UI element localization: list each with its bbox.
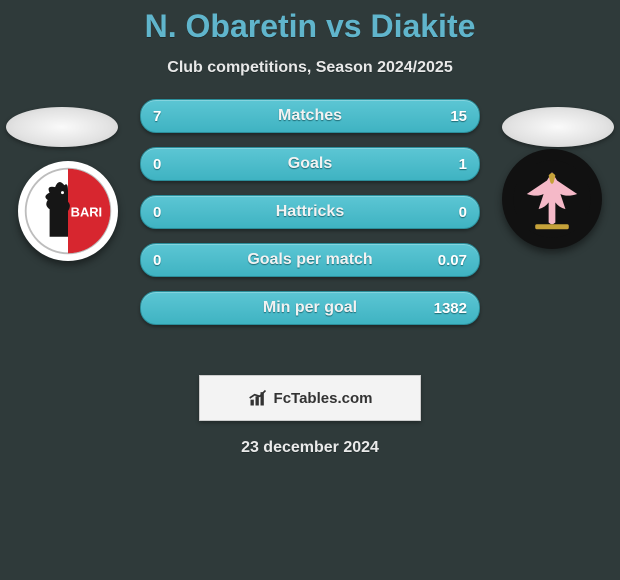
page-title: N. Obaretin vs Diakite xyxy=(0,0,620,45)
stat-left-value: 0 xyxy=(153,156,161,173)
source-footer: FcTables.com xyxy=(199,375,421,421)
comparison-stage: BARI 7 Matches 15 0 Goals 1 0 Hattricks … xyxy=(0,99,620,349)
stat-left-value: 0 xyxy=(153,204,161,221)
stat-label: Goals per match xyxy=(247,251,372,269)
stat-right-value: 15 xyxy=(450,108,467,125)
bari-crest-label: BARI xyxy=(71,205,102,220)
stat-right-value: 0.07 xyxy=(438,252,467,269)
stat-right-value: 0 xyxy=(459,204,467,221)
stat-row-goals-per-match: 0 Goals per match 0.07 xyxy=(140,243,480,277)
stat-label: Min per goal xyxy=(263,299,357,317)
stat-right-value: 1 xyxy=(459,156,467,173)
stat-row-min-per-goal: Min per goal 1382 xyxy=(140,291,480,325)
stat-label: Goals xyxy=(288,155,332,173)
player-shadow-right xyxy=(502,107,614,147)
source-brand: FcTables.com xyxy=(274,390,373,407)
stat-label: Matches xyxy=(278,107,342,125)
stat-left-value: 0 xyxy=(153,252,161,269)
stat-left-value: 7 xyxy=(153,108,161,125)
palermo-crest-icon xyxy=(510,157,594,241)
bari-crest-icon: BARI xyxy=(22,165,114,257)
footer-date: 23 december 2024 xyxy=(0,439,620,457)
page-subtitle: Club competitions, Season 2024/2025 xyxy=(0,59,620,77)
palermo-crest xyxy=(502,149,602,249)
stat-right-value: 1382 xyxy=(434,300,467,317)
bar-chart-icon xyxy=(248,388,268,408)
stat-row-hattricks: 0 Hattricks 0 xyxy=(140,195,480,229)
player-shadow-left xyxy=(6,107,118,147)
stat-bars: 7 Matches 15 0 Goals 1 0 Hattricks 0 0 G… xyxy=(140,99,480,325)
stat-label: Hattricks xyxy=(276,203,344,221)
stat-row-goals: 0 Goals 1 xyxy=(140,147,480,181)
stat-row-matches: 7 Matches 15 xyxy=(140,99,480,133)
bari-crest: BARI xyxy=(18,161,118,261)
